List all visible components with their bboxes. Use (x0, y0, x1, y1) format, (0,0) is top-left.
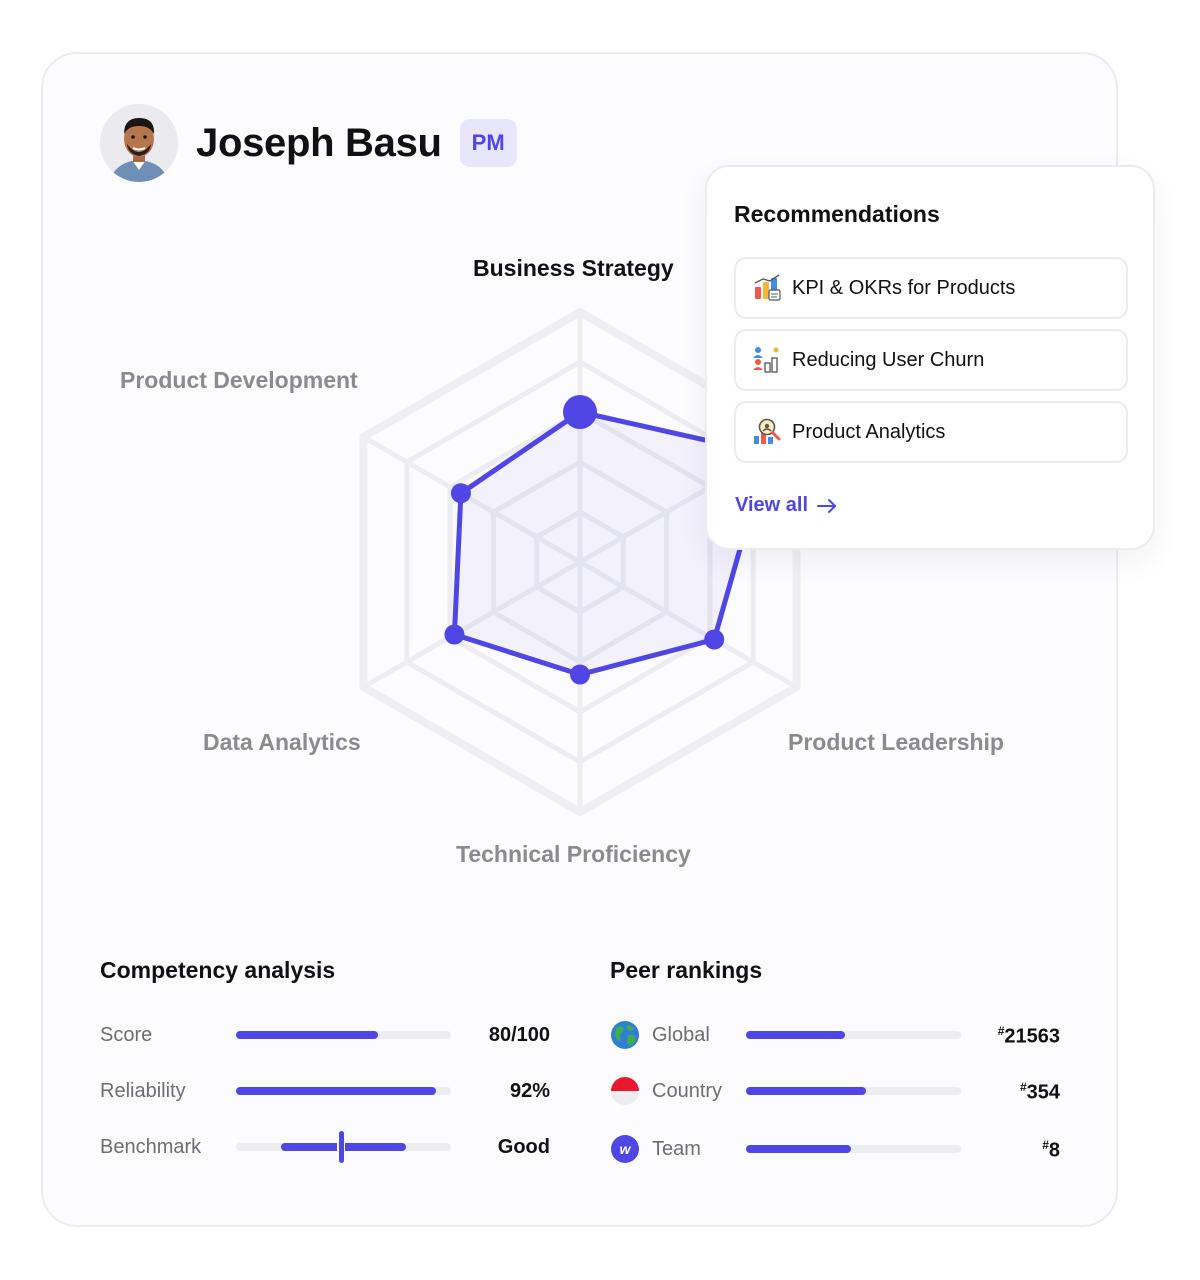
axis-label-data-analytics: Data Analytics (203, 729, 361, 755)
view-all-link[interactable]: View all (735, 494, 838, 517)
competency-value-score: 80/100 (488, 1024, 550, 1046)
score-bar (236, 1031, 451, 1039)
team-rank-bar-fill (746, 1145, 852, 1153)
radar-data-point (450, 483, 471, 504)
axis-label-business-strategy: Business Strategy (473, 255, 674, 281)
radar-spoke (362, 434, 582, 565)
ranking-label-global: Global (652, 1024, 710, 1046)
competency-label-benchmark: Benchmark (100, 1136, 202, 1158)
axis-label-product-leadership: Product Leadership (788, 729, 1004, 755)
recommendation-product-analytics[interactable]: Product Analytics (734, 401, 1128, 463)
competency-value-reliability: 92% (509, 1080, 550, 1102)
ranking-value-team: #8 (1042, 1138, 1060, 1162)
recommendation-label: Reducing User Churn (792, 348, 985, 371)
recommendations-title: Recommendations (734, 201, 940, 227)
ranking-label-country: Country (652, 1080, 723, 1102)
ranking-value-global: #21563 (997, 1024, 1060, 1048)
profile-name: Joseph Basu (196, 120, 442, 165)
country-rank-bar (746, 1087, 961, 1095)
peer-rankings-title: Peer rankings (610, 957, 763, 983)
global-rank-bar-fill (746, 1031, 845, 1039)
radar-spoke (578, 559, 798, 690)
score-bar-fill (236, 1031, 378, 1039)
ranking-number: 8 (1048, 1139, 1060, 1162)
recommendation-user-churn[interactable]: Reducing User Churn (734, 329, 1128, 391)
reliability-bar (236, 1087, 451, 1095)
analytics-magnifier-icon (754, 418, 781, 444)
competency-label-reliability: Reliability (100, 1080, 186, 1102)
benchmark-marker (338, 1131, 344, 1163)
radar-data-point (704, 629, 725, 650)
radar-data-point (563, 395, 597, 429)
radar-spoke (362, 559, 582, 690)
recommendations-panel: Recommendations KPI & OKRs for Products … (705, 165, 1155, 550)
competency-title: Competency analysis (100, 957, 336, 983)
team-logo-icon: w (611, 1135, 639, 1163)
user-churn-icon (753, 347, 779, 373)
recommendation-kpi-okrs[interactable]: KPI & OKRs for Products (734, 257, 1128, 319)
arrow-right-icon (817, 498, 837, 513)
global-rank-bar (746, 1031, 961, 1039)
competency-label-score: Score (100, 1024, 153, 1046)
svg-text:w: w (620, 1141, 632, 1157)
ranking-number: 21563 (1004, 1025, 1060, 1048)
globe-icon (611, 1021, 639, 1049)
ranking-value-country: #354 (1019, 1080, 1060, 1104)
recommendation-label: Product Analytics (792, 420, 946, 443)
ranking-number: 354 (1026, 1081, 1060, 1104)
country-rank-bar-fill (746, 1087, 867, 1095)
radar-data-point (444, 624, 465, 645)
recommendation-label: KPI & OKRs for Products (792, 276, 1016, 299)
axis-label-technical-proficiency: Technical Proficiency (456, 841, 691, 867)
ranking-label-team: Team (652, 1138, 701, 1160)
reliability-bar-fill (236, 1087, 436, 1095)
benchmark-bar (236, 1131, 451, 1163)
role-badge: PM (459, 119, 517, 167)
competency-value-benchmark: Good (497, 1136, 550, 1158)
profile-header: Joseph Basu PM (100, 104, 517, 182)
avatar (100, 104, 178, 182)
axis-label-product-development: Product Development (120, 367, 358, 393)
kpi-chart-icon (754, 274, 781, 301)
team-rank-bar (746, 1145, 961, 1153)
view-all-label: View all (735, 494, 809, 516)
radar-data-point (570, 664, 590, 685)
flag-icon (611, 1077, 639, 1105)
